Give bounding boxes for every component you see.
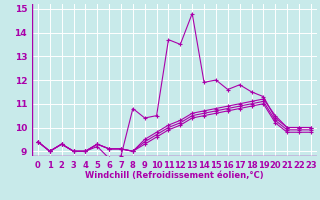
- X-axis label: Windchill (Refroidissement éolien,°C): Windchill (Refroidissement éolien,°C): [85, 171, 264, 180]
